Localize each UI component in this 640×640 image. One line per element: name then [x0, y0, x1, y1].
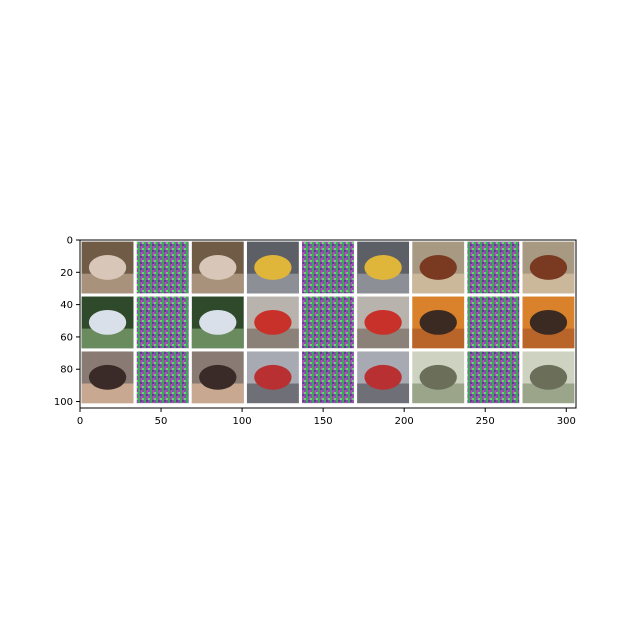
tile-cat-original-r1c6: [412, 296, 465, 349]
tile-noise-perturbation-r2c1: [136, 351, 189, 404]
tile-brown-horse-original-r0c6: [412, 241, 465, 294]
x-tick-label: 250: [476, 416, 495, 427]
tile-rider-horse-original-r2c0: [81, 351, 134, 404]
tile-red-car-reconstructed-r1c5: [357, 296, 410, 349]
y-tick-label: 60: [60, 332, 73, 343]
tile-noise-perturbation-r2c4: [302, 351, 354, 404]
ticks-layer: 0 50 100 150 200 250 300 0 20 40 60 80 100: [54, 236, 576, 428]
tile-noise-perturbation-r0c7: [467, 241, 520, 294]
x-tick-label: 50: [155, 416, 168, 427]
tile-brown-horse-reconstructed-r0c8: [522, 241, 575, 294]
tile-noise-perturbation-r1c1: [136, 296, 189, 349]
y-tick-label: 100: [54, 397, 73, 408]
x-tick-label: 300: [557, 416, 576, 427]
tile-horse-original-r0c0: [81, 241, 134, 294]
y-tick-label: 40: [60, 300, 73, 311]
tile-rider-horse-reconstructed-r2c2: [191, 351, 244, 404]
tile-noise-perturbation-r1c7: [467, 296, 520, 349]
tile-noise-perturbation-r1c4: [302, 296, 354, 349]
tile-yellow-car-original-r0c3: [246, 241, 299, 294]
y-tick-label: 0: [67, 236, 73, 247]
tile-cat-reconstructed-r1c8: [522, 296, 575, 349]
tile-red-sports-car-reconstructed-r2c5: [357, 351, 410, 404]
x-tick-label: 150: [314, 416, 333, 427]
x-tick-label: 100: [233, 416, 252, 427]
tiles-layer: [81, 241, 575, 404]
tile-yellow-car-reconstructed-r0c5: [357, 241, 410, 294]
tile-horse-reconstructed-r0c2: [191, 241, 244, 294]
tile-red-sports-car-original-r2c3: [246, 351, 299, 404]
tile-white-dog-reconstructed-r1c2: [191, 296, 244, 349]
x-tick-label: 0: [77, 416, 83, 427]
x-tick-label: 200: [395, 416, 414, 427]
tile-noise-perturbation-r0c4: [302, 241, 354, 294]
tile-red-car-original-r1c3: [246, 296, 299, 349]
y-tick-label: 80: [60, 365, 73, 376]
axes-frame: [79, 239, 577, 409]
y-tick-label: 20: [60, 268, 73, 279]
tile-noise-perturbation-r2c7: [467, 351, 520, 404]
tile-noise-perturbation-r0c1: [136, 241, 189, 294]
tile-frog-reconstructed-r2c8: [522, 351, 575, 404]
tile-white-dog-original-r1c0: [81, 296, 134, 349]
tile-frog-original-r2c6: [412, 351, 465, 404]
